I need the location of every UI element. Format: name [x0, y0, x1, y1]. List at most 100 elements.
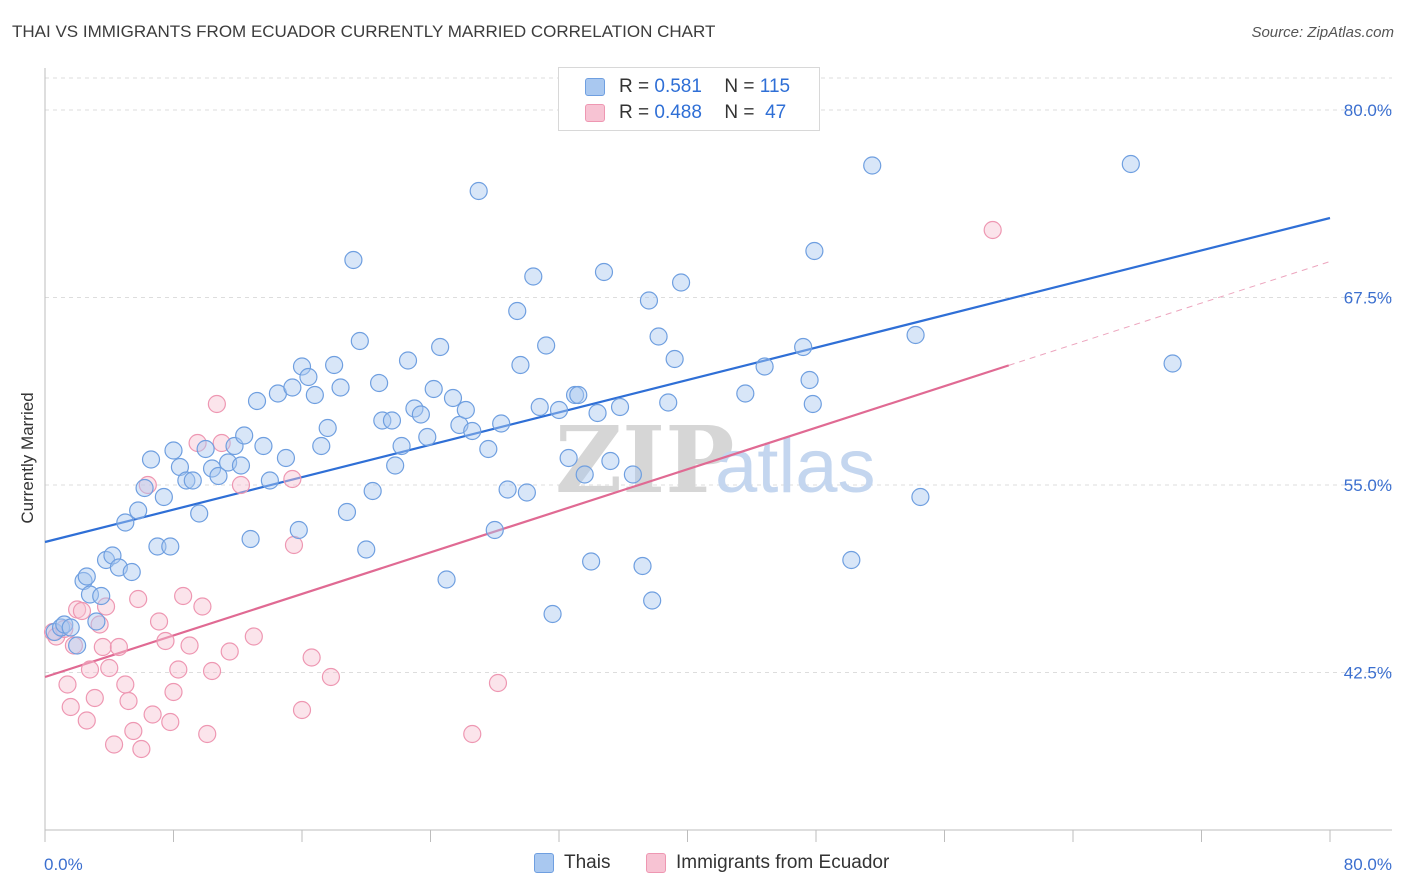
point-thais [190, 504, 209, 523]
point-thais [357, 540, 376, 559]
chart-title: THAI VS IMMIGRANTS FROM ECUADOR CURRENTL… [12, 22, 716, 41]
point-thais [202, 459, 222, 478]
point-ecuador [100, 658, 119, 678]
point-thais [463, 421, 482, 441]
point-thais [231, 456, 251, 475]
point-ecuador [983, 220, 1002, 240]
point-thais [649, 327, 668, 346]
point-ecuador [244, 627, 263, 646]
x-tick-label-max: 80.0% [1344, 855, 1392, 874]
point-ecuador [80, 660, 100, 679]
point-ecuador [58, 675, 77, 694]
y-tick-label: 80.0% [1344, 101, 1392, 120]
legend-r-label: R = [619, 102, 650, 123]
point-thais [418, 427, 437, 447]
point-thais [318, 418, 337, 438]
legend-r-value: 0.581 [654, 76, 702, 97]
point-thais [283, 378, 302, 397]
point-thais [373, 411, 392, 430]
point-thais [254, 436, 273, 456]
source-label: Source: ZipAtlas.com [1251, 24, 1394, 41]
point-thais [665, 349, 684, 369]
point-ecuador [164, 682, 183, 702]
point-thais [344, 250, 363, 270]
point-thais [398, 351, 418, 370]
point-thais [582, 552, 601, 571]
point-thais [276, 448, 296, 468]
point-thais [588, 403, 607, 423]
point-thais [299, 367, 318, 387]
legend-row-thais: R = 0.581 N = 115 [585, 75, 790, 99]
point-thais [331, 378, 350, 397]
points-ecuador [43, 220, 1002, 759]
point-thais [51, 618, 71, 637]
point-thais [61, 618, 80, 637]
legend-label-ecuador: Immigrants from Ecuador [676, 852, 890, 873]
point-thais [755, 357, 774, 376]
point-thais [594, 262, 614, 282]
point-thais [508, 301, 527, 321]
point-thais [92, 586, 111, 606]
point-thais [370, 373, 389, 393]
axes [44, 68, 1392, 842]
point-thais [325, 355, 344, 375]
x-tick-label-min: 0.0% [44, 855, 83, 874]
point-thais [424, 379, 443, 399]
point-thais [260, 471, 279, 490]
point-ecuador [292, 700, 312, 720]
point-thais [530, 397, 549, 417]
point-thais [154, 487, 173, 507]
point-ecuador [96, 597, 116, 616]
point-ecuador [321, 667, 341, 687]
point-thais [305, 385, 324, 405]
point-ecuador [116, 675, 135, 694]
point-thais [443, 388, 463, 408]
trend-line-ecuador [44, 261, 1331, 679]
point-thais [511, 355, 530, 375]
point-thais [543, 604, 562, 624]
point-ecuador [202, 661, 222, 681]
point-thais [479, 439, 498, 459]
point-thais [805, 241, 824, 261]
point-ecuador [124, 721, 143, 741]
watermark-zip: ZIP [555, 406, 734, 514]
point-thais [800, 370, 819, 390]
point-thais [77, 567, 96, 586]
point-ecuador [129, 589, 148, 609]
point-thais [241, 529, 260, 549]
legend-item-thais[interactable]: Thais [534, 852, 610, 874]
legend-r-value: 0.488 [654, 102, 702, 123]
point-ecuador [90, 615, 109, 634]
point-ecuador [109, 637, 128, 657]
point-ecuador [463, 724, 482, 744]
point-thais [610, 397, 630, 417]
point-thais [148, 537, 167, 556]
point-thais [623, 465, 642, 484]
point-thais [386, 456, 405, 475]
point-thais [411, 405, 430, 424]
point-thais [456, 400, 475, 420]
point-thais [559, 448, 578, 468]
legend-n-value: 47 [765, 102, 787, 123]
point-thais [639, 291, 659, 310]
trend-line-ecuador-dashed [1008, 261, 1331, 366]
point-thais [498, 480, 517, 499]
point-thais [161, 537, 180, 556]
point-thais [177, 471, 196, 490]
legend-n-label: N = [724, 102, 755, 123]
point-thais [164, 441, 183, 460]
point-ecuador [85, 688, 104, 708]
legend-item-ecuador[interactable]: Immigrants from Ecuador [646, 852, 889, 874]
point-ecuador [283, 469, 302, 489]
legend-label-thais: Thais [564, 852, 611, 873]
trend-line-thais-solid [44, 216, 1331, 544]
point-ecuador [231, 475, 251, 495]
y-tick-label: 67.5% [1344, 289, 1392, 308]
y-tick-labels: 42.5% 55.0% 67.5% 80.0% [1344, 101, 1392, 683]
legend-swatch-thais [534, 853, 554, 873]
point-ecuador [220, 642, 239, 661]
point-thais [312, 436, 331, 456]
point-ecuador [198, 724, 217, 744]
point-thais [569, 385, 588, 405]
